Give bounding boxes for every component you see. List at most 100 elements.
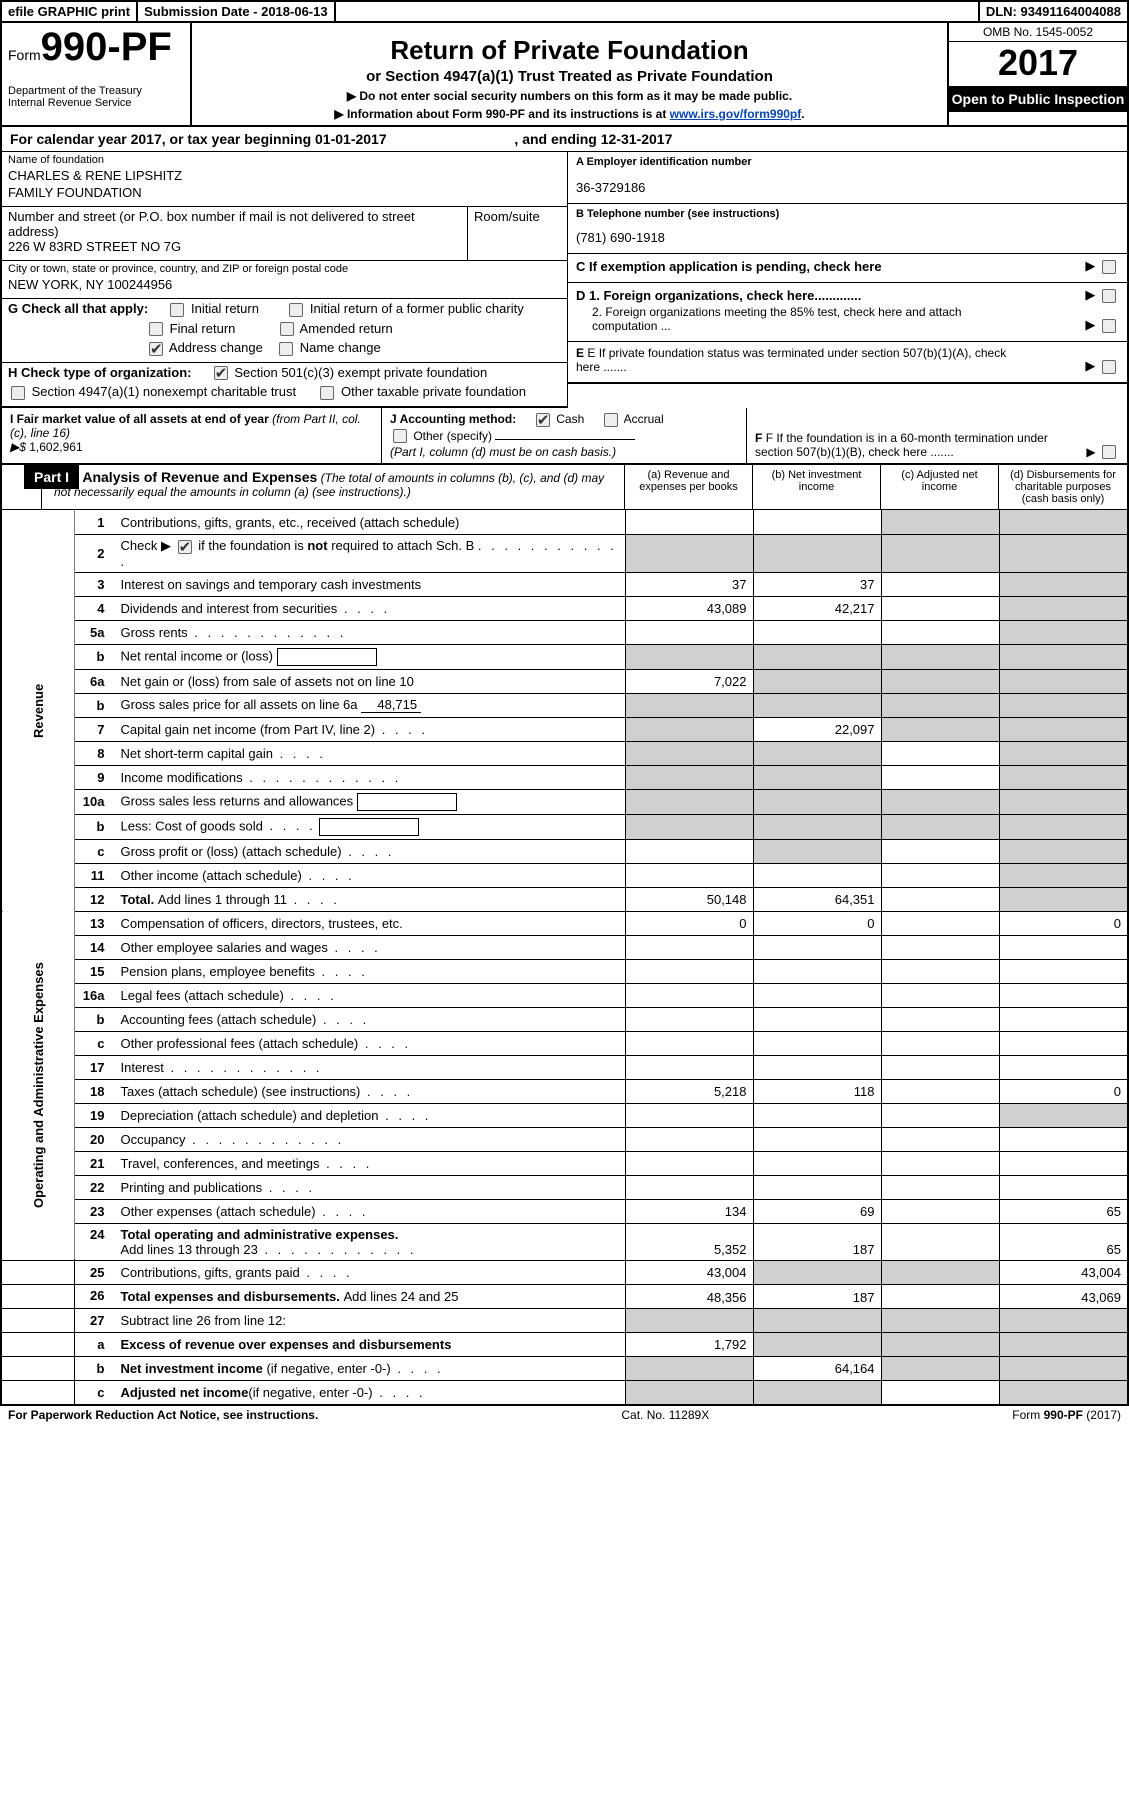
j-note: (Part I, column (d) must be on cash basi… [390,445,738,459]
amended-return-checkbox[interactable] [280,322,294,336]
schb-checkbox[interactable] [178,540,192,554]
amt-b: 64,164 [753,1356,881,1380]
j-label: J Accounting method: [390,412,516,426]
form-table: Revenue 1 Contributions, gifts, grants, … [2,510,1127,1404]
line-num: 13 [75,911,115,935]
10b-box[interactable] [319,818,419,836]
10a-box[interactable] [357,793,457,811]
amt-b: 118 [753,1079,881,1103]
d2-checkbox[interactable] [1102,319,1116,333]
amt-d: 65 [999,1199,1127,1223]
row-27: 27 Subtract line 26 from line 12: [2,1308,1127,1332]
row-10a: 10a Gross sales less returns and allowan… [2,789,1127,814]
line-num: 8 [75,741,115,765]
amt-a: 50,148 [625,887,753,911]
amt-b: 42,217 [753,596,881,620]
d-cell: D 1. Foreign organizations, check here..… [568,283,1127,342]
line-num: 21 [75,1151,115,1175]
final-return-checkbox[interactable] [149,322,163,336]
line-num: a [75,1332,115,1356]
addr-row: Number and street (or P.O. box number if… [2,207,567,261]
accrual-label: Accrual [624,412,664,426]
form-title: Return of Private Foundation [202,35,937,66]
line-desc: Interest [115,1055,626,1079]
e-label: E If private foundation status was termi… [576,346,1006,374]
cash-checkbox[interactable] [536,413,550,427]
form-prefix: Form [8,47,41,63]
col-b-header: (b) Net investment income [753,465,881,509]
row-26: 26 Total expenses and disbursements. Add… [2,1284,1127,1308]
line-num: 26 [75,1284,115,1308]
line-num: 9 [75,765,115,789]
line-desc: Taxes (attach schedule) (see instruction… [115,1079,626,1103]
efile-print-button[interactable]: efile GRAPHIC print [2,2,138,21]
header-left: Form990-PF Department of the Treasury In… [2,23,192,125]
other-specify-checkbox[interactable] [393,429,407,443]
cal-text-b: , and ending [514,131,600,147]
city-cell: City or town, state or province, country… [2,261,567,299]
address-change-label: Address change [169,340,263,355]
line-num: b [75,644,115,669]
line-num: c [75,839,115,863]
5b-box[interactable] [277,648,377,666]
line-num: 1 [75,510,115,534]
6b-value: 48,715 [361,697,421,713]
initial-former-label: Initial return of a former public charit… [310,301,524,316]
line-desc: Other expenses (attach schedule) [115,1199,626,1223]
c-cell: C If exemption application is pending, c… [568,254,1127,283]
line-desc: Other employee salaries and wages [115,935,626,959]
initial-former-checkbox[interactable] [289,303,303,317]
line-desc: Dividends and interest from securities [115,596,626,620]
g-label: G Check all that apply: [8,301,148,316]
line-num: 19 [75,1103,115,1127]
other-taxable-checkbox[interactable] [320,386,334,400]
initial-return-checkbox[interactable] [170,303,184,317]
row-19: 19 Depreciation (attach schedule) and de… [2,1103,1127,1127]
row-7: 7 Capital gain net income (from Part IV,… [2,717,1127,741]
line-desc: Gross sales less returns and allowances [115,789,626,814]
col-c-header: (c) Adjusted net income [881,465,999,509]
amt-b: 69 [753,1199,881,1223]
amt-a: 48,356 [625,1284,753,1308]
tax-year: 2017 [949,42,1127,87]
instructions-link[interactable]: www.irs.gov/form990pf [670,107,802,121]
accrual-checkbox[interactable] [604,413,618,427]
line-num: 25 [75,1260,115,1284]
footer-left: For Paperwork Reduction Act Notice, see … [8,1408,318,1422]
amt-a: 1,792 [625,1332,753,1356]
4947-checkbox[interactable] [11,386,25,400]
form-subtitle: or Section 4947(a)(1) Trust Treated as P… [202,68,937,85]
line-desc: Subtract line 26 from line 12: [115,1308,626,1332]
name-change-checkbox[interactable] [279,342,293,356]
arrow-icon: ▶ [1085,358,1095,374]
topbar: efile GRAPHIC print Submission Date - 20… [2,2,1127,23]
c-checkbox[interactable] [1102,260,1116,274]
501c3-checkbox[interactable] [214,366,228,380]
footer-formno: 990-PF [1044,1408,1083,1422]
ein-value: 36-3729186 [576,180,1119,195]
i-label: I Fair market value of all assets at end… [10,412,272,426]
f-checkbox[interactable] [1102,445,1116,459]
amt-b: 187 [753,1223,881,1260]
line-desc: Pension plans, employee benefits [115,959,626,983]
amended-return-label: Amended return [300,321,393,336]
line-desc: Income modifications [115,765,626,789]
line-desc: Net short-term capital gain [115,741,626,765]
ident-section: Name of foundation CHARLES & RENE LIPSHI… [2,152,1127,408]
open-to-public: Open to Public Inspection [949,87,1127,112]
row-23: 23 Other expenses (attach schedule) 134 … [2,1199,1127,1223]
part1-title-cell: Part I Analysis of Revenue and Expenses … [42,465,625,509]
row-11: 11 Other income (attach schedule) [2,863,1127,887]
footer-catno: Cat. No. 11289X [621,1408,709,1422]
l2-c: required to attach Sch. B [328,538,475,553]
row-14: 14 Other employee salaries and wages [2,935,1127,959]
other-specify-blank[interactable] [495,439,635,440]
address-change-checkbox[interactable] [149,342,163,356]
submission-date: Submission Date - 2018-06-13 [138,2,336,21]
e-checkbox[interactable] [1102,360,1116,374]
amt-a: 7,022 [625,669,753,693]
amt-a: 43,089 [625,596,753,620]
d1-checkbox[interactable] [1102,289,1116,303]
e-cell: E E If private foundation status was ter… [568,342,1127,384]
line-num: 23 [75,1199,115,1223]
